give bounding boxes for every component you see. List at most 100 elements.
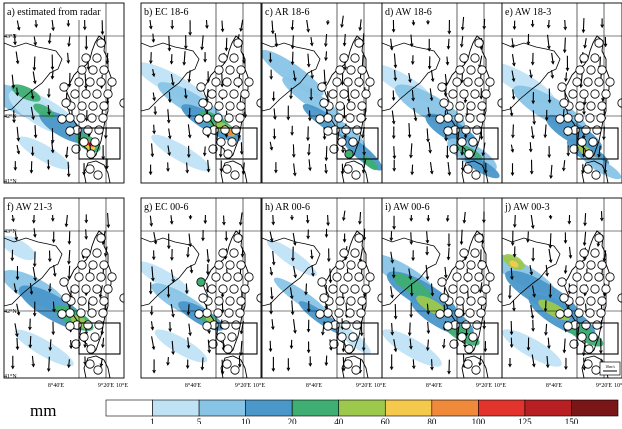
station-circle bbox=[78, 66, 86, 74]
colorbar-tick-label: 20 bbox=[288, 417, 298, 424]
station-circle bbox=[349, 138, 357, 146]
station-circle bbox=[320, 99, 328, 107]
station-circle bbox=[597, 309, 605, 317]
station-circle bbox=[219, 90, 227, 98]
station-circle bbox=[478, 261, 486, 269]
station-circle bbox=[460, 285, 468, 293]
station-circle bbox=[221, 321, 229, 329]
station-circle bbox=[197, 278, 205, 286]
station-circle bbox=[467, 297, 475, 305]
longitude-label: 10°E bbox=[494, 382, 506, 389]
panel-label: j) AW 00-3 bbox=[504, 202, 550, 213]
station-circle bbox=[473, 321, 481, 329]
station-circle bbox=[97, 39, 105, 47]
station-circle bbox=[237, 102, 245, 110]
station-circle bbox=[465, 345, 473, 353]
station-circle bbox=[606, 273, 614, 281]
station-circle bbox=[560, 294, 568, 302]
station-circle bbox=[598, 66, 606, 74]
station-circle bbox=[91, 138, 99, 146]
station-circle bbox=[212, 273, 220, 281]
station-circle bbox=[231, 171, 239, 179]
station-circle bbox=[475, 78, 483, 86]
station-circle bbox=[344, 165, 352, 173]
longitude-label: 10°E bbox=[116, 382, 128, 389]
station-circle bbox=[586, 114, 594, 122]
station-circle bbox=[478, 66, 486, 74]
latitude-label: 42°N bbox=[4, 113, 17, 120]
station-circle bbox=[444, 309, 452, 317]
station-circle bbox=[591, 249, 599, 257]
station-circle bbox=[84, 321, 92, 329]
station-circle bbox=[585, 345, 593, 353]
wind-arrow bbox=[550, 233, 551, 248]
station-circle bbox=[453, 273, 461, 281]
station-circle bbox=[203, 322, 211, 330]
station-circle bbox=[99, 114, 107, 122]
station-circle bbox=[336, 66, 344, 74]
panel: d) AW 18-6 bbox=[368, 3, 506, 183]
station-circle bbox=[347, 261, 355, 269]
station-circle bbox=[94, 171, 102, 179]
station-circle bbox=[316, 310, 324, 318]
station-circle bbox=[584, 165, 592, 173]
station-circle bbox=[595, 39, 603, 47]
colorbar-tick-label: 125 bbox=[518, 417, 532, 424]
station-circle bbox=[449, 285, 457, 293]
station-circle bbox=[345, 345, 353, 353]
station-circle bbox=[82, 54, 90, 62]
station-circle bbox=[215, 261, 223, 269]
station-circle bbox=[86, 78, 94, 86]
station-circle bbox=[362, 90, 370, 98]
station-circle bbox=[335, 309, 343, 317]
station-circle bbox=[86, 360, 94, 368]
station-circle bbox=[224, 345, 232, 353]
station-circle bbox=[324, 309, 332, 317]
station-circle bbox=[338, 138, 346, 146]
station-circle bbox=[237, 261, 245, 269]
colorbar-tick-label: 80 bbox=[427, 417, 437, 424]
station-circle bbox=[100, 261, 108, 269]
station-circle bbox=[469, 333, 477, 341]
station-circle bbox=[578, 333, 586, 341]
station-circle bbox=[580, 285, 588, 293]
station-circle bbox=[89, 297, 97, 305]
wind-arrow bbox=[222, 360, 223, 374]
colorbar-swatch bbox=[478, 400, 525, 416]
wind-arrow bbox=[411, 232, 412, 244]
station-circle bbox=[358, 297, 366, 305]
station-circle bbox=[234, 39, 242, 47]
station-circle bbox=[438, 83, 446, 91]
station-circle bbox=[344, 273, 352, 281]
panel-label: c) AR 18-6 bbox=[265, 7, 309, 18]
station-circle bbox=[80, 333, 88, 341]
station-circle bbox=[226, 66, 234, 74]
panel-label: d) AW 18-6 bbox=[385, 7, 432, 18]
station-circle bbox=[576, 297, 584, 305]
longitude-label: 8°40'E bbox=[48, 382, 64, 389]
station-circle bbox=[346, 309, 354, 317]
station-circle bbox=[465, 150, 473, 158]
station-circle bbox=[86, 165, 94, 173]
station-circle bbox=[482, 90, 490, 98]
station-circle bbox=[587, 66, 595, 74]
station-circle bbox=[340, 90, 348, 98]
station-circle bbox=[352, 366, 360, 374]
station-circle bbox=[589, 138, 597, 146]
station-circle bbox=[89, 66, 97, 74]
station-circle bbox=[564, 127, 572, 135]
station-circle bbox=[464, 360, 472, 368]
station-circle bbox=[82, 285, 90, 293]
station-circle bbox=[347, 66, 355, 74]
station-circle bbox=[576, 66, 584, 74]
station-circle bbox=[219, 54, 227, 62]
wind-arrow bbox=[34, 57, 35, 71]
station-circle bbox=[241, 285, 249, 293]
station-circle bbox=[598, 297, 606, 305]
station-circle bbox=[466, 114, 474, 122]
station-circle bbox=[94, 366, 102, 374]
